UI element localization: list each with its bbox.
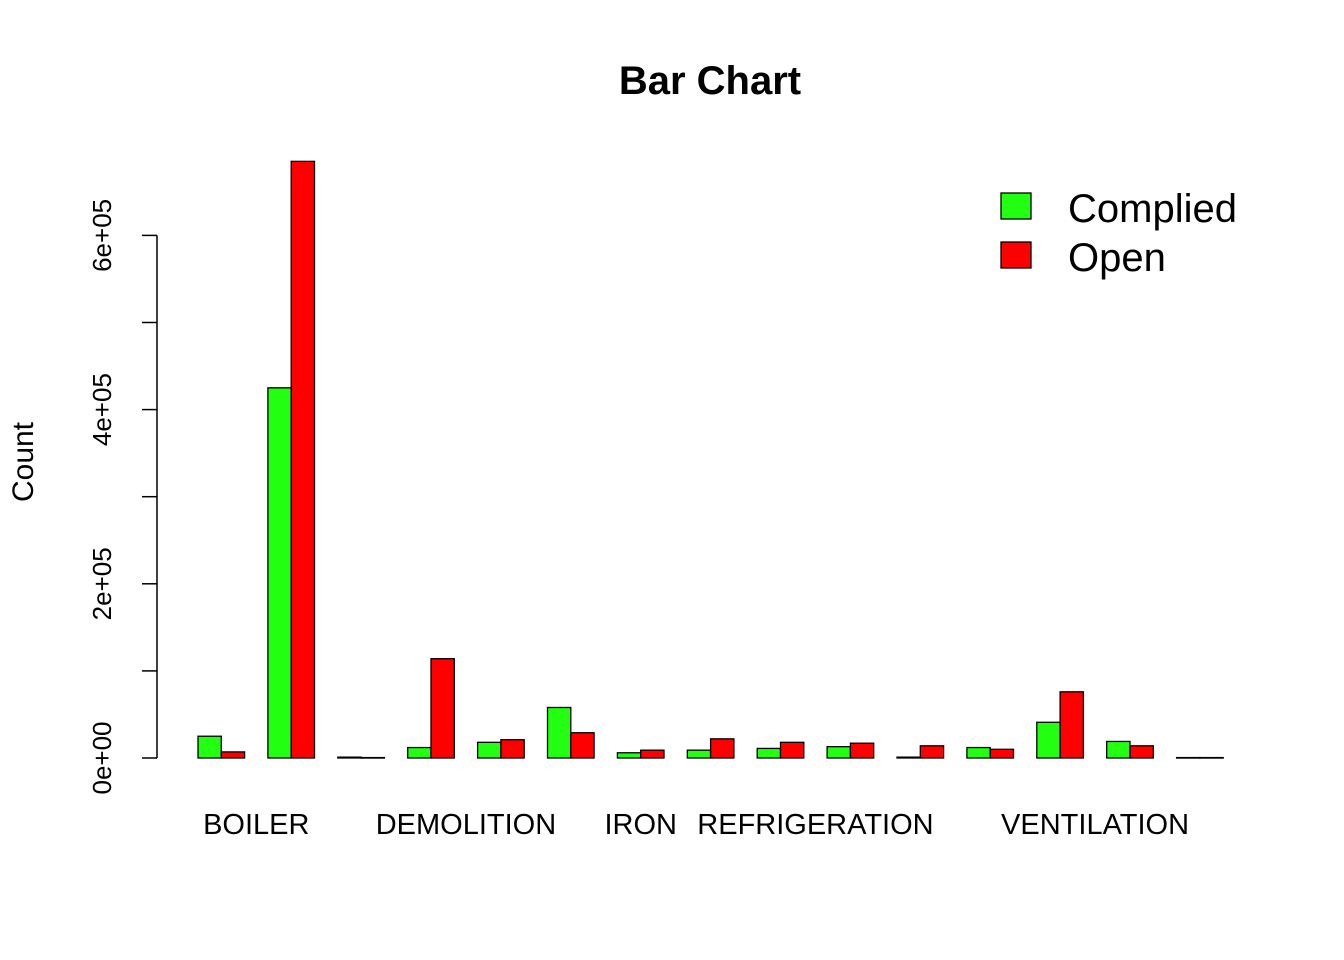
- bar-open-2: [360, 756, 386, 759]
- bar-complied-9: [826, 746, 852, 759]
- y-axis-label: Count: [7, 421, 40, 502]
- bar-complied-13: [1106, 740, 1131, 759]
- bar-complied-7: [686, 749, 712, 759]
- bar-complied-6: [616, 752, 642, 759]
- bar-complied-2: [337, 756, 362, 759]
- bar-complied-11: [966, 746, 991, 759]
- y-tick-label: 4e+05: [87, 373, 117, 446]
- bar-open-3: [430, 658, 455, 759]
- bar-open-10: [919, 745, 945, 759]
- chart-title: Bar Chart: [619, 59, 801, 103]
- bar-complied-1: [267, 387, 292, 759]
- bar-open-7: [709, 738, 735, 759]
- legend: Complied Open: [1000, 187, 1237, 280]
- y-tick-label: 0e+00: [87, 721, 117, 794]
- bar-open-5: [570, 732, 595, 759]
- x-tick-label: DEMOLITION: [376, 809, 556, 841]
- legend-label-complied: Complied: [1068, 187, 1237, 231]
- bar-complied-10: [896, 756, 921, 759]
- x-tick-label: VENTILATION: [1001, 809, 1189, 841]
- y-tick-label: 2e+05: [87, 547, 117, 620]
- legend-label-open: Open: [1068, 236, 1166, 280]
- bar-open-9: [849, 742, 875, 759]
- legend-swatch-open: [1000, 241, 1032, 269]
- x-axis-labels: BOILER DEMOLITION IRON REFRIGERATION VENTILA…: [203, 809, 1189, 841]
- bar-open-13: [1129, 745, 1154, 759]
- bar-open-0: [220, 751, 246, 759]
- bar-open-6: [640, 749, 665, 759]
- bar-complied-8: [756, 747, 782, 759]
- bar-open-14: [1199, 756, 1224, 759]
- bar-open-12: [1059, 691, 1085, 759]
- y-axis: 0e+00 2e+05 4e+05 6e+05: [87, 199, 158, 795]
- bar-open-4: [500, 739, 525, 759]
- bar-complied-3: [407, 746, 432, 759]
- x-tick-label: IRON: [604, 809, 677, 841]
- y-tick-label: 6e+05: [87, 199, 117, 272]
- x-tick-label: REFRIGERATION: [697, 809, 933, 841]
- bar-complied-14: [1175, 756, 1201, 759]
- bar-open-1: [290, 160, 316, 759]
- bar-complied-12: [1036, 721, 1061, 759]
- bar-open-11: [989, 748, 1015, 759]
- bar-open-8: [779, 741, 805, 759]
- x-tick-label: BOILER: [203, 809, 309, 841]
- bar-complied-5: [546, 706, 572, 759]
- bar-complied-4: [476, 741, 502, 759]
- bar-complied-0: [197, 735, 222, 759]
- bars-group: [197, 160, 1224, 759]
- legend-swatch-complied: [1000, 192, 1032, 220]
